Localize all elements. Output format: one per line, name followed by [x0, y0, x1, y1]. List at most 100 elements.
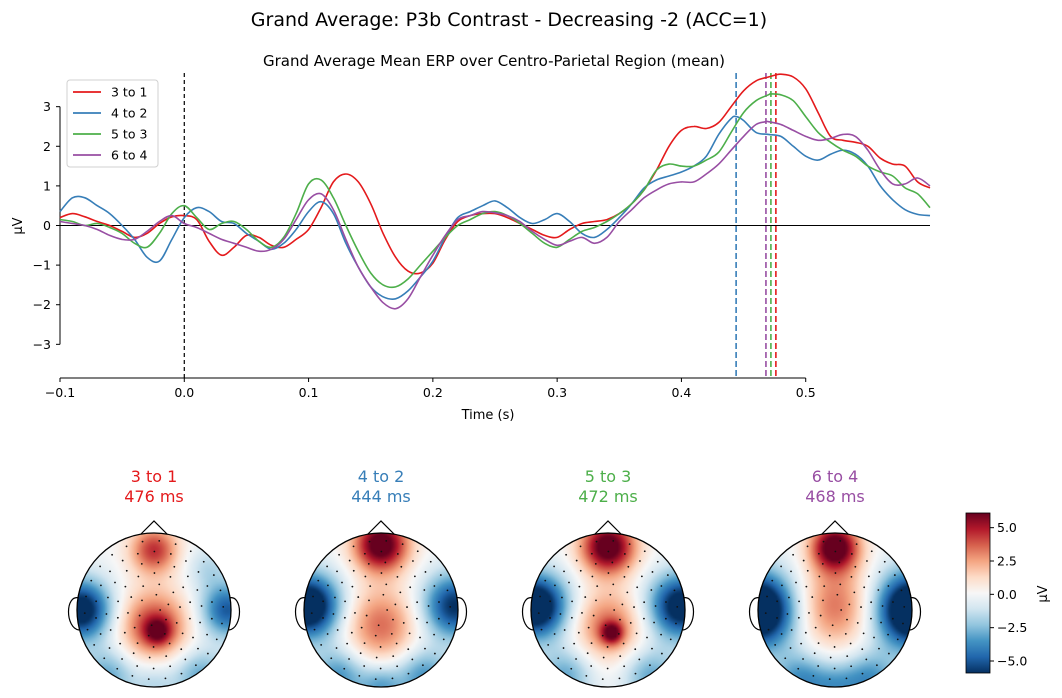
electrode: [660, 585, 663, 587]
electrode: [140, 562, 143, 565]
right-ear-outline: [682, 597, 695, 631]
electrode: [590, 642, 593, 645]
electrode: [90, 579, 93, 582]
x-tick-label: 0.4: [671, 385, 691, 400]
x-tick-label: 0.1: [299, 385, 319, 400]
electrode: [640, 575, 643, 578]
electrode: [130, 596, 133, 598]
electrode: [634, 672, 637, 675]
electrode: [406, 606, 408, 608]
electrode: [592, 614, 595, 617]
electrode: [565, 553, 568, 556]
electrode: [673, 589, 676, 592]
electrode: [363, 552, 366, 555]
electrode: [186, 575, 189, 578]
electrode: [350, 631, 353, 634]
electrode: [865, 658, 868, 661]
head-outline: [757, 532, 913, 688]
electrode: [194, 664, 197, 667]
electrode: [853, 591, 856, 594]
electrode: [613, 609, 616, 611]
electrode: [570, 667, 573, 670]
right-ear-outline: [455, 597, 468, 631]
electrode: [155, 593, 158, 596]
electrode: [127, 612, 129, 614]
electrode: [142, 585, 145, 588]
electrode: [654, 605, 657, 607]
colorbar-tick-label: 2.5: [997, 554, 1017, 569]
electrode: [643, 550, 646, 553]
electrode: [795, 581, 797, 584]
nose-outline: [366, 520, 396, 536]
electrode: [788, 596, 790, 599]
electrode: [863, 586, 866, 589]
electrode: [105, 613, 108, 615]
electrode: [409, 586, 412, 589]
electrode: [829, 656, 832, 659]
electrode: [400, 565, 403, 568]
electrode: [622, 642, 625, 645]
electrode: [153, 550, 156, 553]
electrode: [116, 616, 119, 619]
electrode: [93, 644, 96, 646]
electrode: [878, 647, 880, 650]
electrode: [579, 569, 582, 572]
electrode: [99, 565, 102, 568]
erp-title: Grand Average Mean ERP over Centro-Parie…: [263, 52, 725, 70]
electrode: [805, 585, 808, 588]
electrode: [862, 632, 865, 635]
electrode: [866, 560, 868, 562]
y-tick-label: 0: [43, 218, 51, 233]
electrode: [591, 575, 594, 578]
electrode: [636, 586, 639, 589]
electrode: [554, 584, 556, 587]
head-outline: [76, 532, 232, 688]
electrode: [594, 562, 597, 565]
head-outline: [303, 532, 459, 688]
electrode: [180, 648, 183, 651]
electrode: [423, 589, 426, 591]
electrode: [623, 575, 626, 578]
electrode: [174, 543, 177, 546]
electrode: [579, 545, 582, 548]
electrode: [660, 633, 662, 636]
legend-label: 6 to 4: [111, 148, 147, 163]
electrode: [379, 667, 382, 670]
electrode: [158, 583, 161, 586]
electrode: [839, 539, 842, 542]
electrode: [348, 658, 350, 660]
electrode: [666, 574, 669, 576]
electrode: [111, 553, 114, 556]
electrode: [587, 626, 590, 629]
electrode: [189, 601, 192, 604]
electrode: [317, 579, 320, 582]
electrode: [206, 652, 209, 655]
electrode: [790, 629, 793, 631]
electrode: [196, 589, 199, 591]
electrode: [595, 540, 598, 543]
electrode: [114, 581, 116, 584]
electrode: [341, 581, 343, 584]
electrode: [812, 674, 815, 677]
electrode: [336, 570, 338, 573]
electrode: [211, 601, 213, 603]
electrode: [855, 543, 858, 546]
electrode: [676, 605, 679, 608]
erp-plot: Grand Average Mean ERP over Centro-Parie…: [11, 52, 931, 423]
electrode: [411, 658, 414, 661]
electrode: [86, 628, 89, 631]
y-tick-label: −1: [33, 258, 51, 273]
electrode: [578, 585, 581, 588]
electrode: [358, 674, 361, 677]
legend-label: 3 to 1: [111, 85, 147, 100]
electrode: [439, 574, 442, 576]
electrode: [150, 624, 153, 627]
electrode: [163, 632, 166, 635]
electrode: [359, 652, 362, 655]
electrode: [123, 631, 126, 634]
electrode: [338, 553, 341, 556]
electrode: [547, 644, 550, 646]
electrode: [200, 605, 203, 607]
electrode: [575, 658, 577, 660]
electrode: [326, 565, 329, 568]
